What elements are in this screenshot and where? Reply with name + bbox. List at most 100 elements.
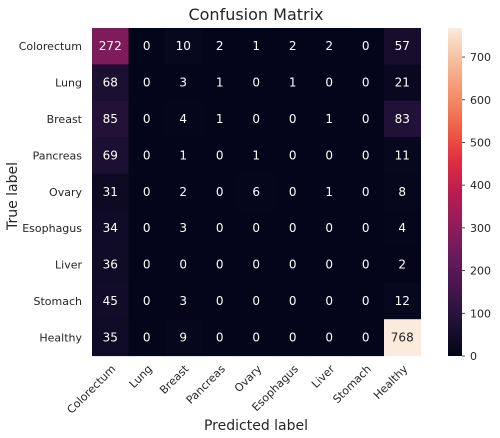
cell-value: 3 <box>179 76 187 90</box>
cell-value: 68 <box>103 76 118 90</box>
cell-value: 272 <box>99 39 122 53</box>
y-tick-labels: Colorectum Lung Breast Pancreas Ovary Esophag… <box>19 40 83 344</box>
cell-value: 0 <box>325 148 333 162</box>
heatmap-cell <box>347 64 385 102</box>
heatmap-cell <box>92 173 129 211</box>
heatmap-cell <box>347 282 385 320</box>
cell-value: 2 <box>398 258 406 272</box>
heatmap-cell <box>384 173 421 211</box>
cell-value: 0 <box>143 76 151 90</box>
y-tick-label: Breast <box>47 113 83 126</box>
cell-value: 0 <box>252 221 260 235</box>
y-tick-label: Colorectum <box>19 40 82 53</box>
cell-value: 0 <box>143 39 151 53</box>
y-tick-label: Liver <box>55 259 82 272</box>
heatmap-cell <box>201 173 239 211</box>
heatmap-cell <box>311 28 348 65</box>
y-tick-label: Stomach <box>33 295 82 308</box>
colorbar-tick-label: 600 <box>470 94 491 107</box>
cell-value: 3 <box>179 294 187 308</box>
heatmap-cell <box>311 64 348 102</box>
x-tick-label: Ovary <box>232 362 265 395</box>
cell-value: 1 <box>325 112 333 126</box>
heatmap-cell <box>347 173 385 211</box>
heatmap-cell <box>128 64 166 102</box>
heatmap-cell <box>201 28 239 65</box>
heatmap-cell <box>347 137 385 175</box>
heatmap-cell <box>311 246 348 284</box>
cell-value: 0 <box>252 76 260 90</box>
y-tick-label: Pancreas <box>33 149 83 162</box>
heatmap-cell <box>274 64 312 102</box>
heatmap-cell <box>165 319 202 357</box>
cell-value: 0 <box>362 76 370 90</box>
cell-value: 0 <box>325 258 333 272</box>
cell-value: 36 <box>103 258 118 272</box>
heatmap-cell <box>128 137 166 175</box>
heatmap-cell <box>128 319 166 357</box>
heatmap-cell <box>201 64 239 102</box>
cell-value: 0 <box>252 330 260 344</box>
cell-value: 21 <box>395 76 410 90</box>
cell-value: 0 <box>289 330 297 344</box>
colorbar-tick-label: 300 <box>470 222 491 235</box>
cell-value: 0 <box>216 294 224 308</box>
colorbar-tick-label: 500 <box>470 136 491 149</box>
cell-value: 1 <box>216 112 224 126</box>
cell-value: 0 <box>179 258 187 272</box>
heatmap-cell <box>274 28 312 65</box>
cell-value: 2 <box>325 39 333 53</box>
cell-value: 0 <box>362 294 370 308</box>
heatmap-cell <box>92 137 129 175</box>
cell-value: 4 <box>398 221 406 235</box>
cell-value: 31 <box>103 185 118 199</box>
cell-value: 0 <box>325 294 333 308</box>
heatmap-cell <box>165 100 202 138</box>
cell-value: 0 <box>362 330 370 344</box>
chart-title: Confusion Matrix <box>188 5 323 24</box>
cell-value: 8 <box>398 185 406 199</box>
heatmap-cell <box>274 282 312 320</box>
heatmap-cell <box>238 137 275 175</box>
cell-value: 11 <box>395 148 410 162</box>
cell-value: 0 <box>252 112 260 126</box>
cell-value: 0 <box>289 112 297 126</box>
x-tick-label: Breast <box>157 362 192 397</box>
heatmap-cell <box>128 210 166 247</box>
heatmap-cell <box>165 246 202 284</box>
cell-value: 12 <box>395 294 410 308</box>
cell-value: 0 <box>362 148 370 162</box>
cell-value: 1 <box>179 148 187 162</box>
cell-value: 57 <box>395 39 410 53</box>
cell-value: 69 <box>103 148 118 162</box>
cell-value: 0 <box>143 221 151 235</box>
heatmap-cell <box>92 100 129 138</box>
x-axis-label: Predicted label <box>204 418 308 434</box>
heatmap-cell <box>165 210 202 247</box>
colorbar-tick-label: 100 <box>470 307 491 320</box>
cell-value: 0 <box>362 39 370 53</box>
cell-value: 0 <box>289 148 297 162</box>
heatmap-cell <box>274 210 312 247</box>
heatmap-cell <box>347 28 385 65</box>
heatmap-cell <box>274 137 312 175</box>
cell-value: 0 <box>216 330 224 344</box>
cell-value: 45 <box>103 294 118 308</box>
cell-value: 2 <box>216 39 224 53</box>
cell-value: 0 <box>362 221 370 235</box>
cell-value: 0 <box>289 258 297 272</box>
cell-value: 85 <box>103 112 118 126</box>
colorbar-tick-label: 700 <box>470 51 491 64</box>
heatmap-cell <box>128 246 166 284</box>
cell-value: 768 <box>391 330 414 344</box>
cell-value: 0 <box>325 221 333 235</box>
heatmap-cell <box>201 319 239 357</box>
heatmap-cell <box>165 28 202 65</box>
cell-value: 4 <box>179 112 187 126</box>
cell-value: 1 <box>252 39 260 53</box>
heatmap-cell <box>238 100 275 138</box>
heatmap-cell <box>165 282 202 320</box>
heatmap-cell <box>384 100 421 138</box>
